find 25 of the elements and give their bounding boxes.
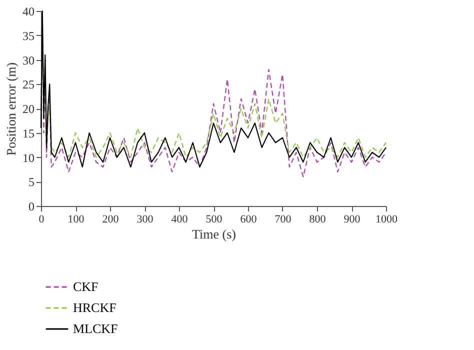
- y-tick-label: 40: [22, 4, 34, 18]
- x-tick-label: 600: [240, 214, 258, 226]
- legend-label: HRCKF: [73, 300, 116, 315]
- y-axis-title: Position error (m): [4, 62, 18, 156]
- x-tick-label: 200: [102, 214, 120, 226]
- x-tick-label: 900: [344, 214, 361, 226]
- y-tick-label: 30: [22, 53, 34, 68]
- y-tick-label: 10: [22, 150, 34, 165]
- x-tick-label: 300: [136, 214, 154, 226]
- x-tick-label: 400: [171, 214, 188, 226]
- y-tick-label: 15: [22, 126, 34, 140]
- y-tick-label: 35: [22, 28, 34, 43]
- y-tick-label: 0: [28, 200, 34, 214]
- y-tick-label: 25: [22, 78, 34, 92]
- legend-label: MLCKF: [73, 321, 118, 336]
- x-tick-label: 1000: [376, 214, 398, 226]
- x-tick-label: 100: [68, 214, 85, 226]
- x-tick-label: 700: [274, 214, 292, 226]
- x-tick-label: 500: [206, 214, 223, 226]
- x-axis-title: Time (s): [192, 226, 236, 242]
- y-tick-label: 5: [28, 175, 34, 190]
- y-tick-label: 20: [22, 102, 34, 116]
- legend-label: CKF: [73, 279, 98, 294]
- x-tick-label: 800: [309, 214, 326, 226]
- x-tick-label: 0: [38, 214, 45, 226]
